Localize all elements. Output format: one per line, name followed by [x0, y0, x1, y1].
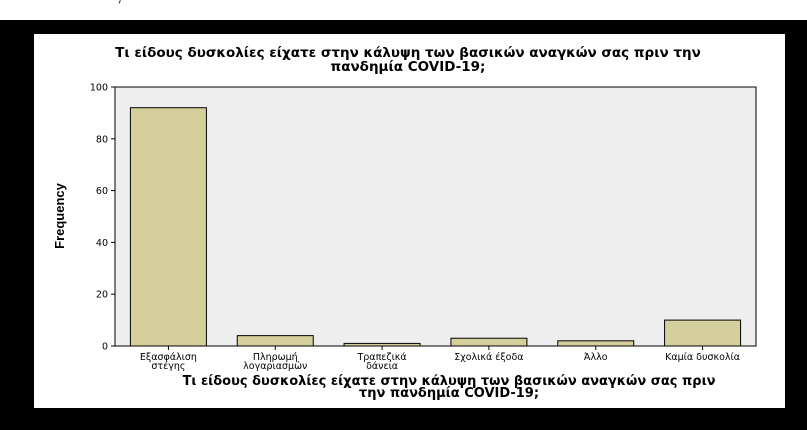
chart-frame: Τι είδους δυσκολίες είχατε στην κάλυψη τ… [34, 34, 785, 408]
bar [236, 335, 314, 347]
y-tick-label: 100 [90, 83, 108, 94]
y-tick-label: 40 [96, 238, 108, 249]
x-tick-label: στέγης [151, 361, 185, 372]
x-tick-label: Καμία δυσκολία [665, 352, 740, 363]
x-tick-label: λογαριασμών [243, 361, 307, 372]
bar [450, 337, 528, 347]
bar [343, 342, 421, 347]
x-axis-label-line-2: την πανδημία COVID-19; [359, 386, 539, 401]
top-margin-strip [0, 0, 807, 20]
plot-area [114, 86, 757, 347]
bar [557, 340, 635, 347]
chart-title-line-2: πανδημία COVID-19; [331, 59, 486, 75]
y-axis: 0 20 40 60 80 100 [90, 83, 115, 353]
y-tick-label: 0 [102, 342, 108, 353]
x-tick-label: Πληρωμή [253, 352, 298, 363]
chart-title-line-1: Τι είδους δυσκολίες είχατε στην κάλυψη τ… [115, 45, 701, 61]
x-tick-label: Άλλο [584, 352, 608, 363]
x-axis-label-line-1: Τι είδους δυσκολίες είχατε στην κάλυψη τ… [182, 374, 715, 389]
y-tick-label: 20 [96, 290, 108, 301]
y-tick-label: 80 [96, 134, 108, 145]
bar-chart: Τι είδους δυσκολίες είχατε στην κάλυψη τ… [52, 45, 757, 401]
x-tick-label: δάνεια [366, 361, 398, 372]
bar [664, 319, 742, 347]
x-tick-label: Τραπεζικά [356, 352, 406, 363]
y-axis-label: Frequency [52, 182, 67, 249]
clipped-text-fragment: ʹ [118, 0, 122, 15]
bar [129, 107, 207, 347]
x-tick-label: Εξασφάλιση [140, 352, 197, 363]
x-tick-label: Σχολικά έξοδα [454, 352, 523, 363]
y-tick-label: 60 [96, 186, 108, 197]
